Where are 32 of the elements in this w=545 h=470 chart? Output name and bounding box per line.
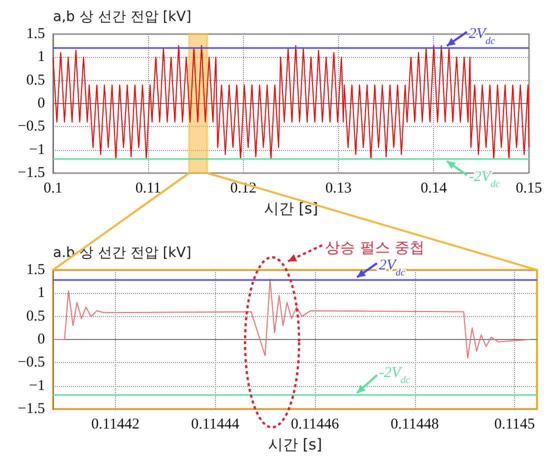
- y-tick-label: 0: [38, 96, 45, 112]
- x-tick-label: 0.11442: [91, 416, 140, 432]
- x-tick-label: 0.13: [325, 180, 352, 196]
- y-tick-label: 1.5: [26, 262, 45, 278]
- x-tick-label: 0.11448: [390, 416, 439, 432]
- x-tick-label: 0.11: [135, 180, 162, 196]
- y-tick-label: −1.5: [18, 401, 45, 417]
- line-series: [52, 278, 530, 359]
- y-tick-label: −0.5: [18, 354, 45, 371]
- x-tick-label: 0.11444: [191, 416, 240, 432]
- line-series: [52, 45, 530, 160]
- y-tick-label: −0.5: [18, 118, 45, 135]
- text: 상승 펄스 중첩: [325, 238, 425, 256]
- y-axis-title: a,b 상 선간 전압 [kV]: [53, 9, 192, 25]
- y-tick-label: 1: [38, 49, 45, 66]
- ref-line-label: -2V$_{dc}$: [468, 169, 501, 190]
- y-tick-label: 0.5: [26, 72, 45, 88]
- x-axis-title: 시간 [s]: [268, 436, 322, 454]
- y-tick-label: −1.5: [18, 165, 45, 181]
- y-tick-label: 0: [38, 332, 45, 348]
- y-tick-label: −1: [29, 378, 45, 394]
- x-tick-label: 0.1145: [494, 416, 535, 432]
- y-tick-label: −1: [29, 142, 45, 158]
- x-tick-label: 0.1: [44, 180, 62, 196]
- x-tick-label: 0.11446: [290, 416, 340, 432]
- x-tick-label: 0.15: [516, 180, 542, 196]
- x-axis-title: 시간 [s]: [264, 200, 318, 218]
- y-tick-label: 0.5: [26, 308, 45, 324]
- y-tick-label: 1.5: [26, 26, 45, 42]
- legend-label: -2V$_{dc}$: [379, 365, 411, 386]
- y-tick-label: 1: [38, 285, 45, 302]
- x-tick-label: 0.14: [420, 180, 448, 196]
